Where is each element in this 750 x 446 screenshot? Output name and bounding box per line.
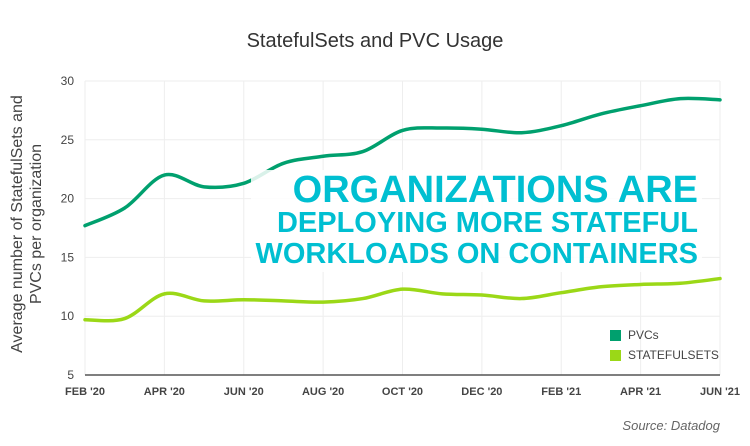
y-tick-label: 10 xyxy=(61,309,75,323)
annotation-line: WORKLOADS ON CONTAINERS xyxy=(255,238,698,270)
x-tick-label: JUN '21 xyxy=(700,386,740,398)
y-tick-label: 15 xyxy=(61,250,75,264)
legend-swatch xyxy=(610,329,621,341)
y-tick-label: 25 xyxy=(61,133,75,147)
x-tick-label: OCT '20 xyxy=(382,386,423,398)
legend-item-pvcs: PVCs xyxy=(610,328,659,342)
annotation-line: ORGANIZATIONS ARE xyxy=(292,169,698,211)
legend-item-statefulsets: STATEFULSETS xyxy=(610,348,719,362)
x-tick-label: APR '20 xyxy=(144,386,185,398)
x-tick-label: AUG '20 xyxy=(302,386,344,398)
x-tick-label: DEC '20 xyxy=(461,386,502,398)
chart-title: StatefulSets and PVC Usage xyxy=(246,30,504,52)
y-tick-label: 5 xyxy=(67,368,74,382)
annotation-line: DEPLOYING MORE STATEFUL xyxy=(276,207,698,239)
x-tick-label: JUN '20 xyxy=(224,386,264,398)
y-tick-label: 30 xyxy=(61,74,75,88)
x-tick-label: FEB '20 xyxy=(65,386,105,398)
legend-swatch xyxy=(610,349,621,361)
annotation: ORGANIZATIONS ARE DEPLOYING MORE STATEFU… xyxy=(251,170,702,272)
x-tick-label: FEB '21 xyxy=(541,386,581,398)
x-tick-label: APR '21 xyxy=(620,386,661,398)
legend-label: PVCs xyxy=(628,328,659,342)
source-note: Source: Datadog xyxy=(622,418,720,433)
y-tick-label: 20 xyxy=(61,192,75,206)
legend-label: STATEFULSETS xyxy=(628,348,719,362)
series-line-statefulsets xyxy=(83,276,722,323)
series-line-pvcs xyxy=(83,96,722,228)
